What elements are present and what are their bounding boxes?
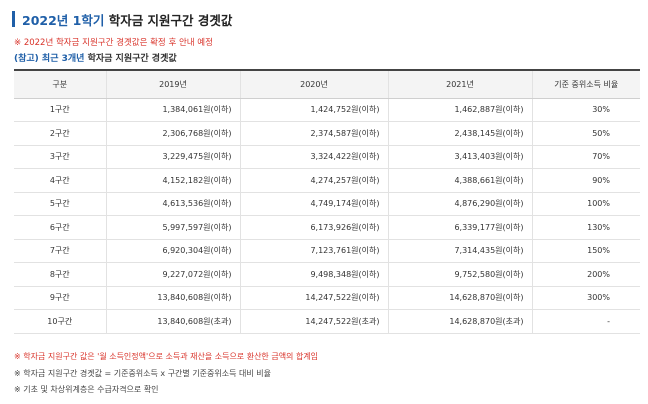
table-header-row: 구분 2019년 2020년 2021년 기준 중위소득 비율 [14, 69, 640, 99]
title-highlight: 2022년 1학기 [22, 12, 105, 28]
header-2021: 2021년 [387, 69, 532, 99]
table-row: 6구간 5,997,597원(이하) 6,173,926원(이하) 6,339,177… [14, 215, 640, 240]
cell-2021: 14,628,870원(초과) [387, 309, 532, 334]
cell-2020: 4,274,257원(이하) [239, 168, 388, 193]
cell-ratio: - [531, 309, 640, 334]
cell-2019: 1,384,061원(이하) [105, 98, 240, 122]
cell-2019: 5,997,597원(이하) [105, 215, 240, 240]
cell-ratio: 100% [531, 192, 640, 216]
cell-ratio: 70% [531, 145, 640, 169]
cell-2019: 4,152,182원(이하) [105, 168, 240, 193]
header-tier: 구분 [14, 69, 106, 99]
cell-2019: 13,840,608원(초과) [105, 309, 240, 334]
table-row: 9구간 13,840,608원(이하) 14,247,522원(이하) 14,628,… [14, 286, 640, 310]
table-row: 1구간 1,384,061원(이하) 1,424,752원(이하) 1,462,887… [14, 98, 640, 122]
table-row: 7구간 6,920,304원(이하) 7,123,761원(이하) 7,314,435… [14, 239, 640, 263]
cell-ratio: 90% [531, 168, 640, 193]
cell-2021: 6,339,177원(이하) [387, 215, 532, 240]
table-row: 10구간 13,840,608원(초과) 14,247,522원(초과) 14,628… [14, 309, 640, 334]
cell-ratio: 130% [531, 215, 640, 240]
cell-tier: 9구간 [14, 286, 106, 310]
header-2020: 2020년 [239, 69, 388, 99]
page-title: 2022년 1학기 학자금 지원구간 경곗값 [12, 10, 232, 28]
cell-2020: 4,749,174원(이하) [239, 192, 388, 216]
cell-2020: 1,424,752원(이하) [239, 98, 388, 122]
cell-2021: 4,876,290원(이하) [387, 192, 532, 216]
header-2019: 2019년 [105, 69, 240, 99]
cell-tier: 10구간 [14, 309, 106, 334]
cell-2021: 2,438,145원(이하) [387, 121, 532, 146]
table-row: 5구간 4,613,536원(이하) 4,749,174원(이하) 4,876,290… [14, 192, 640, 216]
cell-2021: 14,628,870원(이하) [387, 286, 532, 310]
cell-2020: 14,247,522원(초과) [239, 309, 388, 334]
title-rest: 학자금 지원구간 경곗값 [104, 12, 233, 28]
footnote-2: ※ 학자금 지원구간 경곗값 = 기준중위소득 x 구간별 기준중위소득 대비 … [14, 369, 272, 378]
table-row: 2구간 2,306,768원(이하) 2,374,587원(이하) 2,438,145… [14, 121, 640, 146]
title-accent-bar [12, 11, 15, 27]
cell-2021: 3,413,403원(이하) [387, 145, 532, 169]
cell-tier: 1구간 [14, 98, 106, 122]
table-row: 3구간 3,229,475원(이하) 3,324,422원(이하) 3,413,403… [14, 145, 640, 169]
cell-ratio: 150% [531, 239, 640, 263]
table-row: 8구간 9,227,072원(이하) 9,498,348원(이하) 9,752,580… [14, 262, 640, 287]
title-text: 2022년 1학기 학자금 지원구간 경곗값 [22, 10, 232, 29]
cell-2021: 9,752,580원(이하) [387, 262, 532, 287]
notice-text: ※ 2022년 학자금 지원구간 경곗값은 확정 후 안내 예정 [14, 38, 213, 48]
cell-2019: 3,229,475원(이하) [105, 145, 240, 169]
cell-tier: 3구간 [14, 145, 106, 169]
cell-2021: 7,314,435원(이하) [387, 239, 532, 263]
cell-2019: 6,920,304원(이하) [105, 239, 240, 263]
header-median-ratio: 기준 중위소득 비율 [531, 69, 640, 99]
cell-2019: 9,227,072원(이하) [105, 262, 240, 287]
cell-2019: 2,306,768원(이하) [105, 121, 240, 146]
reference-prefix: (참고) 최근 3개년 [14, 54, 85, 64]
cell-tier: 2구간 [14, 121, 106, 146]
cell-2019: 13,840,608원(이하) [105, 286, 240, 310]
cell-2021: 4,388,661원(이하) [387, 168, 532, 193]
cell-2020: 2,374,587원(이하) [239, 121, 388, 146]
cell-tier: 4구간 [14, 168, 106, 193]
cell-2019: 4,613,536원(이하) [105, 192, 240, 216]
cell-2020: 7,123,761원(이하) [239, 239, 388, 263]
reference-heading: (참고) 최근 3개년 학자금 지원구간 경곗값 [14, 51, 177, 64]
cell-tier: 7구간 [14, 239, 106, 263]
cell-tier: 6구간 [14, 215, 106, 240]
table-row: 4구간 4,152,182원(이하) 4,274,257원(이하) 4,388,661… [14, 168, 640, 193]
cell-ratio: 200% [531, 262, 640, 287]
footnote-1: ※ 학자금 지원구간 값은 '월 소득인정액'으로 소득과 재산을 소득으로 환… [14, 352, 319, 361]
cell-2021: 1,462,887원(이하) [387, 98, 532, 122]
income-tier-table: 구분 2019년 2020년 2021년 기준 중위소득 비율 1구간 1,384… [14, 69, 640, 334]
cell-ratio: 30% [531, 98, 640, 122]
cell-2020: 3,324,422원(이하) [239, 145, 388, 169]
cell-tier: 8구간 [14, 262, 106, 287]
cell-2020: 6,173,926원(이하) [239, 215, 388, 240]
cell-ratio: 50% [531, 121, 640, 146]
cell-2020: 9,498,348원(이하) [239, 262, 388, 287]
cell-2020: 14,247,522원(이하) [239, 286, 388, 310]
cell-ratio: 300% [531, 286, 640, 310]
reference-rest: 학자금 지원구간 경곗값 [84, 54, 177, 64]
cell-tier: 5구간 [14, 192, 106, 216]
footnote-3: ※ 기초 및 차상위계층은 수급자격으로 확인 [14, 385, 159, 394]
